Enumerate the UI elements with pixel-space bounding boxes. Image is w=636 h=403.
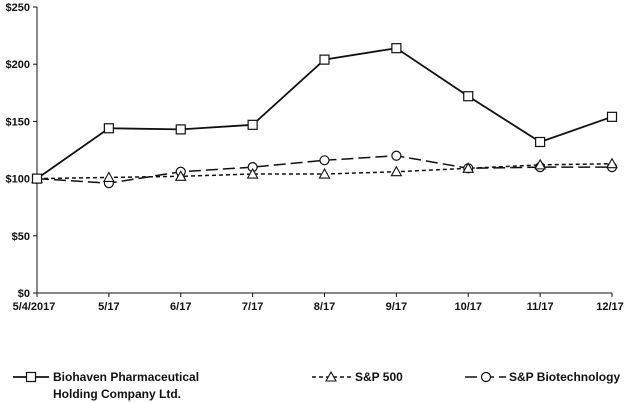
legend: Biohaven Pharmaceutical Holding Company … bbox=[13, 370, 620, 401]
y-tick-label: $100 bbox=[6, 174, 30, 186]
point-biohaven bbox=[463, 91, 474, 102]
y-tick-label: $150 bbox=[6, 116, 30, 128]
x-tick-label: 9/17 bbox=[386, 301, 407, 313]
series-layer bbox=[31, 43, 618, 189]
point-sp-biotech bbox=[391, 150, 402, 161]
point-biohaven bbox=[175, 124, 186, 135]
x-tick-label: 5/4/2017 bbox=[13, 301, 56, 313]
legend-label-biohaven-line2: Holding Company Ltd. bbox=[53, 387, 181, 401]
axes: $0 $50 $100 $150 $200 $250 5/4/2017 5/17 6/17 7/1… bbox=[6, 2, 624, 313]
point-sp500 bbox=[246, 167, 259, 179]
y-tick-label: $50 bbox=[12, 231, 30, 243]
x-tick-label: 7/17 bbox=[242, 301, 263, 313]
x-tick-label: 11/17 bbox=[527, 301, 554, 313]
point-biohaven bbox=[247, 119, 258, 130]
point-sp500 bbox=[318, 167, 331, 179]
legend-label-sp500: S&P 500 bbox=[355, 370, 403, 384]
point-sp500 bbox=[534, 158, 547, 170]
y-tick-label: $200 bbox=[6, 59, 30, 71]
y-tick-label: $0 bbox=[18, 288, 30, 300]
point-sp500 bbox=[390, 165, 403, 177]
point-biohaven bbox=[606, 111, 618, 122]
point-sp-biotech bbox=[319, 155, 330, 166]
legend-label-sp-biotech: S&P Biotechnology bbox=[509, 370, 620, 384]
point-biohaven bbox=[535, 136, 546, 148]
point-biohaven bbox=[391, 43, 402, 54]
legend-circle-marker bbox=[480, 371, 492, 383]
legend-square-marker bbox=[25, 371, 37, 383]
point-sp500 bbox=[174, 170, 187, 181]
legend-label-biohaven-line1: Biohaven Pharmaceutical bbox=[53, 370, 199, 384]
x-tick-label: 5/17 bbox=[98, 301, 119, 313]
x-tick-label: 6/17 bbox=[170, 301, 191, 313]
legend-triangle-marker bbox=[325, 370, 337, 382]
point-sp500 bbox=[462, 162, 475, 173]
point-biohaven bbox=[31, 173, 43, 184]
point-sp500 bbox=[606, 157, 618, 169]
point-biohaven bbox=[103, 123, 114, 134]
point-biohaven bbox=[319, 54, 330, 65]
legend-item-sp-biotech: S&P Biotechnology bbox=[465, 370, 620, 384]
y-tick-label: $250 bbox=[6, 2, 30, 14]
legend-item-sp500: S&P 500 bbox=[312, 370, 403, 384]
x-tick-label: 8/17 bbox=[314, 301, 335, 313]
legend-item-biohaven: Biohaven Pharmaceutical Holding Company … bbox=[13, 370, 199, 401]
x-tick-label: 10/17 bbox=[454, 301, 482, 313]
x-tick-label: 12/17 bbox=[596, 301, 624, 313]
point-sp500 bbox=[102, 171, 115, 183]
